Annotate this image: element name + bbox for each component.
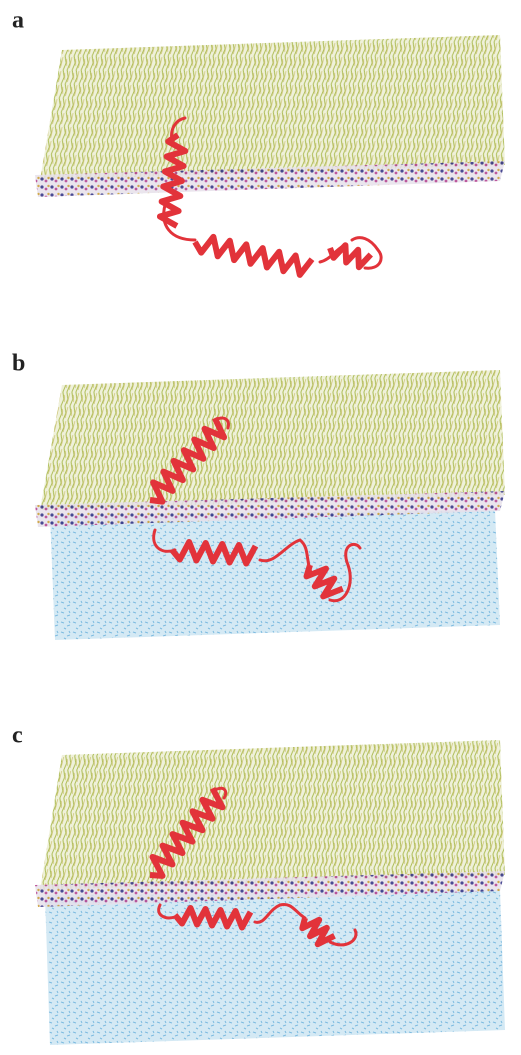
figure: a b c [0, 0, 521, 1055]
protein-helix [195, 237, 312, 275]
lipid-tails [40, 370, 505, 510]
panel-label: b [12, 351, 25, 377]
page: a b c (() => { const data = JSON.parse(d… [0, 0, 521, 1055]
panel-label: c [12, 723, 23, 749]
protein-helix [330, 245, 371, 267]
water-box [45, 890, 505, 1045]
lipid-tails [40, 740, 505, 890]
panel-label: a [12, 8, 24, 34]
lipid-tails [40, 35, 505, 180]
water-box [50, 510, 500, 640]
